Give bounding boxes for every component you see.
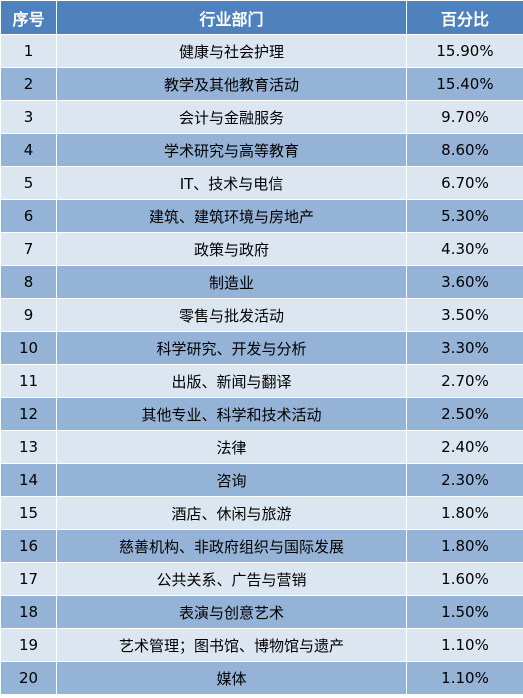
table-row: 12 其他专业、科学和技术活动 2.50% xyxy=(0,397,523,431)
row-index: 3 xyxy=(0,100,57,134)
row-index: 9 xyxy=(0,298,57,332)
table-row: 20 媒体 1.10% xyxy=(0,661,523,695)
row-sector: 艺术管理；图书馆、博物馆与遗产 xyxy=(56,628,407,662)
row-sector: 健康与社会护理 xyxy=(56,34,407,68)
row-percent: 4.30% xyxy=(406,232,523,266)
row-percent: 2.50% xyxy=(406,397,523,431)
row-sector: 会计与金融服务 xyxy=(56,100,407,134)
row-sector: 其他专业、科学和技术活动 xyxy=(56,397,407,431)
row-sector: 科学研究、开发与分析 xyxy=(56,331,407,365)
row-sector: 法律 xyxy=(56,430,407,464)
row-index: 10 xyxy=(0,331,57,365)
row-percent: 8.60% xyxy=(406,133,523,167)
row-percent: 3.50% xyxy=(406,298,523,332)
row-index: 13 xyxy=(0,430,57,464)
row-percent: 3.60% xyxy=(406,265,523,299)
row-percent: 6.70% xyxy=(406,166,523,200)
row-sector: 建筑、建筑环境与房地产 xyxy=(56,199,407,233)
row-percent: 1.10% xyxy=(406,628,523,662)
table-row: 14 咨询 2.30% xyxy=(0,463,523,497)
row-percent: 2.70% xyxy=(406,364,523,398)
row-sector: 表演与创意艺术 xyxy=(56,595,407,629)
table-row: 7 政策与政府 4.30% xyxy=(0,232,523,266)
row-index: 20 xyxy=(0,661,57,695)
row-sector: 媒体 xyxy=(56,661,407,695)
row-percent: 2.40% xyxy=(406,430,523,464)
row-index: 2 xyxy=(0,67,57,101)
row-sector: 慈善机构、非政府组织与国际发展 xyxy=(56,529,407,563)
table-row: 8 制造业 3.60% xyxy=(0,265,523,299)
row-index: 4 xyxy=(0,133,57,167)
table-row: 1 健康与社会护理 15.90% xyxy=(0,34,523,68)
table-row: 17 公共关系、广告与营销 1.60% xyxy=(0,562,523,596)
row-sector: 零售与批发活动 xyxy=(56,298,407,332)
table-row: 16 慈善机构、非政府组织与国际发展 1.80% xyxy=(0,529,523,563)
table-row: 10 科学研究、开发与分析 3.30% xyxy=(0,331,523,365)
row-index: 17 xyxy=(0,562,57,596)
table-row: 18 表演与创意艺术 1.50% xyxy=(0,595,523,629)
row-index: 14 xyxy=(0,463,57,497)
row-sector: 公共关系、广告与营销 xyxy=(56,562,407,596)
table-row: 2 教学及其他教育活动 15.40% xyxy=(0,67,523,101)
row-index: 11 xyxy=(0,364,57,398)
row-index: 7 xyxy=(0,232,57,266)
row-percent: 1.10% xyxy=(406,661,523,695)
row-index: 15 xyxy=(0,496,57,530)
table-row: 11 出版、新闻与翻译 2.70% xyxy=(0,364,523,398)
table-row: 9 零售与批发活动 3.50% xyxy=(0,298,523,332)
table-row: 6 建筑、建筑环境与房地产 5.30% xyxy=(0,199,523,233)
row-percent: 3.30% xyxy=(406,331,523,365)
row-percent: 9.70% xyxy=(406,100,523,134)
row-percent: 1.50% xyxy=(406,595,523,629)
row-percent: 1.80% xyxy=(406,496,523,530)
row-sector: 学术研究与高等教育 xyxy=(56,133,407,167)
row-percent: 5.30% xyxy=(406,199,523,233)
row-sector: 出版、新闻与翻译 xyxy=(56,364,407,398)
row-percent: 1.60% xyxy=(406,562,523,596)
row-percent: 15.90% xyxy=(406,34,523,68)
row-index: 18 xyxy=(0,595,57,629)
row-index: 12 xyxy=(0,397,57,431)
table-row: 5 IT、技术与电信 6.70% xyxy=(0,166,523,200)
row-sector: 咨询 xyxy=(56,463,407,497)
row-sector: 酒店、休闲与旅游 xyxy=(56,496,407,530)
header-row: 序号 行业部门 百分比 xyxy=(0,0,523,35)
table-row: 3 会计与金融服务 9.70% xyxy=(0,100,523,134)
header-index: 序号 xyxy=(0,0,57,35)
table-row: 13 法律 2.40% xyxy=(0,430,523,464)
table-row: 19 艺术管理；图书馆、博物馆与遗产 1.10% xyxy=(0,628,523,662)
header-percent: 百分比 xyxy=(406,0,523,35)
header-sector: 行业部门 xyxy=(56,0,407,35)
row-percent: 15.40% xyxy=(406,67,523,101)
row-index: 8 xyxy=(0,265,57,299)
row-index: 19 xyxy=(0,628,57,662)
row-percent: 1.80% xyxy=(406,529,523,563)
table-row: 4 学术研究与高等教育 8.60% xyxy=(0,133,523,167)
row-index: 6 xyxy=(0,199,57,233)
row-sector: 教学及其他教育活动 xyxy=(56,67,407,101)
row-sector: IT、技术与电信 xyxy=(56,166,407,200)
row-index: 16 xyxy=(0,529,57,563)
row-percent: 2.30% xyxy=(406,463,523,497)
row-sector: 制造业 xyxy=(56,265,407,299)
row-index: 5 xyxy=(0,166,57,200)
row-sector: 政策与政府 xyxy=(56,232,407,266)
table-row: 15 酒店、休闲与旅游 1.80% xyxy=(0,496,523,530)
row-index: 1 xyxy=(0,34,57,68)
